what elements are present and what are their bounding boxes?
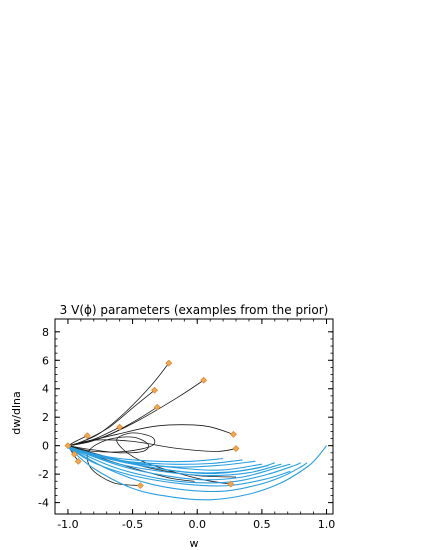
series-line-blue-21 xyxy=(67,446,256,468)
series-layer xyxy=(67,362,327,501)
x-axis-label: w xyxy=(190,537,199,550)
endpoint-marker-7 xyxy=(136,482,144,489)
y-tick-label-2: 0 xyxy=(42,440,49,453)
plot-area xyxy=(54,318,334,515)
chart-title: 3 V(ϕ) parameters (examples from the pri… xyxy=(60,303,329,317)
endpoint-marker-10 xyxy=(74,457,82,465)
y-tick-label-6: 8 xyxy=(42,326,49,339)
y-axis-label: dw/dlna xyxy=(10,391,23,434)
x-axis: -1.0 -0.5 0.0 0.5 1.0 xyxy=(57,319,335,531)
y-tick-label-4: 4 xyxy=(42,383,49,396)
x-tick-label-3: 0.5 xyxy=(253,518,271,531)
endpoint-marker-5 xyxy=(230,430,237,438)
series-line-black-8 xyxy=(69,432,231,485)
x-tick-label-0: -1.0 xyxy=(57,518,78,531)
series-line-blue-15 xyxy=(67,446,301,484)
marker-layer xyxy=(64,359,240,489)
endpoint-marker-0 xyxy=(165,359,173,367)
y-tick-label-0: -4 xyxy=(38,497,49,510)
endpoint-marker-11 xyxy=(64,442,72,450)
x-tick-label-2: 0.0 xyxy=(188,518,206,531)
y-axis: -4 -2 0 2 4 6 8 xyxy=(38,326,333,510)
series-line-black-5 xyxy=(69,424,234,447)
series-line-blue-17 xyxy=(67,446,282,477)
endpoint-marker-4 xyxy=(116,423,124,431)
endpoint-marker-9 xyxy=(83,432,91,440)
y-tick-label-1: -2 xyxy=(38,468,49,481)
endpoint-marker-3 xyxy=(153,403,161,411)
series-line-black-2 xyxy=(69,389,155,447)
series-line-blue-13 xyxy=(67,445,327,501)
endpoint-marker-1 xyxy=(200,376,208,384)
series-line-black-0 xyxy=(69,362,170,447)
endpoint-marker-12 xyxy=(70,450,78,458)
endpoint-marker-8 xyxy=(227,480,235,488)
series-line-blue-18 xyxy=(67,446,275,475)
plot-frame xyxy=(54,318,334,515)
series-line-black-7 xyxy=(69,436,150,486)
y-tick-label-3: 2 xyxy=(42,411,49,424)
series-line-black-6 xyxy=(69,439,237,452)
endpoint-marker-6 xyxy=(232,445,240,452)
series-line-blue-24 xyxy=(67,445,224,463)
endpoint-marker-2 xyxy=(151,386,158,394)
x-tick-label-1: -0.5 xyxy=(122,518,143,531)
x-tick-label-4: 1.0 xyxy=(318,518,336,531)
series-line-blue-16 xyxy=(67,446,291,481)
series-line-blue-14 xyxy=(67,446,308,493)
y-tick-label-5: 6 xyxy=(42,354,49,367)
series-line-blue-23 xyxy=(67,446,291,487)
